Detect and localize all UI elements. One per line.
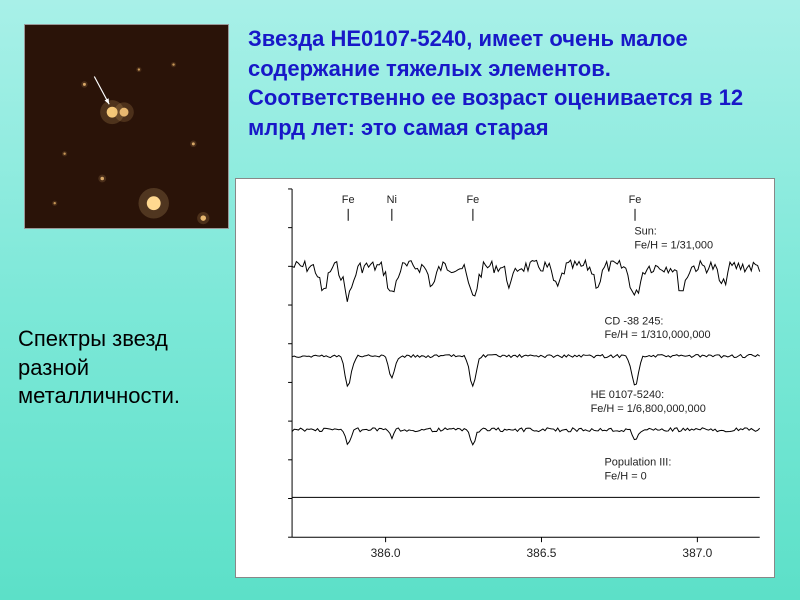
svg-text:Ni: Ni [387,194,397,206]
svg-text:Fe/H = 1/31,000: Fe/H = 1/31,000 [634,240,713,252]
svg-text:CD -38 245:: CD -38 245: [605,315,664,327]
spectrum-chart-svg: 386.0 386.5 387.0 Fe Ni Fe Fe Sun: Fe/H = 1/31,0… [236,179,774,577]
svg-text:HE 0107-5240:: HE 0107-5240: [591,389,665,401]
svg-text:Fe/H = 0: Fe/H = 0 [605,470,647,482]
spectrum-chart-panel: 386.0 386.5 387.0 Fe Ni Fe Fe Sun: Fe/H = 1/31,0… [235,178,775,578]
main-description-text: Звезда HE0107-5240, имеет очень малое со… [248,24,768,143]
svg-text:Fe: Fe [467,194,480,206]
svg-text:Fe/H = 1/310,000,000: Fe/H = 1/310,000,000 [605,329,711,341]
svg-text:Fe: Fe [342,194,355,206]
svg-text:Fe/H = 1/6,800,000,000: Fe/H = 1/6,800,000,000 [591,403,706,415]
svg-text:Sun:: Sun: [634,226,657,238]
svg-text:386.0: 386.0 [371,546,401,560]
svg-text:387.0: 387.0 [682,546,712,560]
svg-text:Population III:: Population III: [605,457,672,469]
svg-text:386.5: 386.5 [527,546,557,560]
star-field-image [24,24,229,229]
svg-text:Fe: Fe [629,194,642,206]
star-field-svg [25,25,228,228]
spectrum-caption-text: Спектры звезд разной металличности. [18,325,218,411]
